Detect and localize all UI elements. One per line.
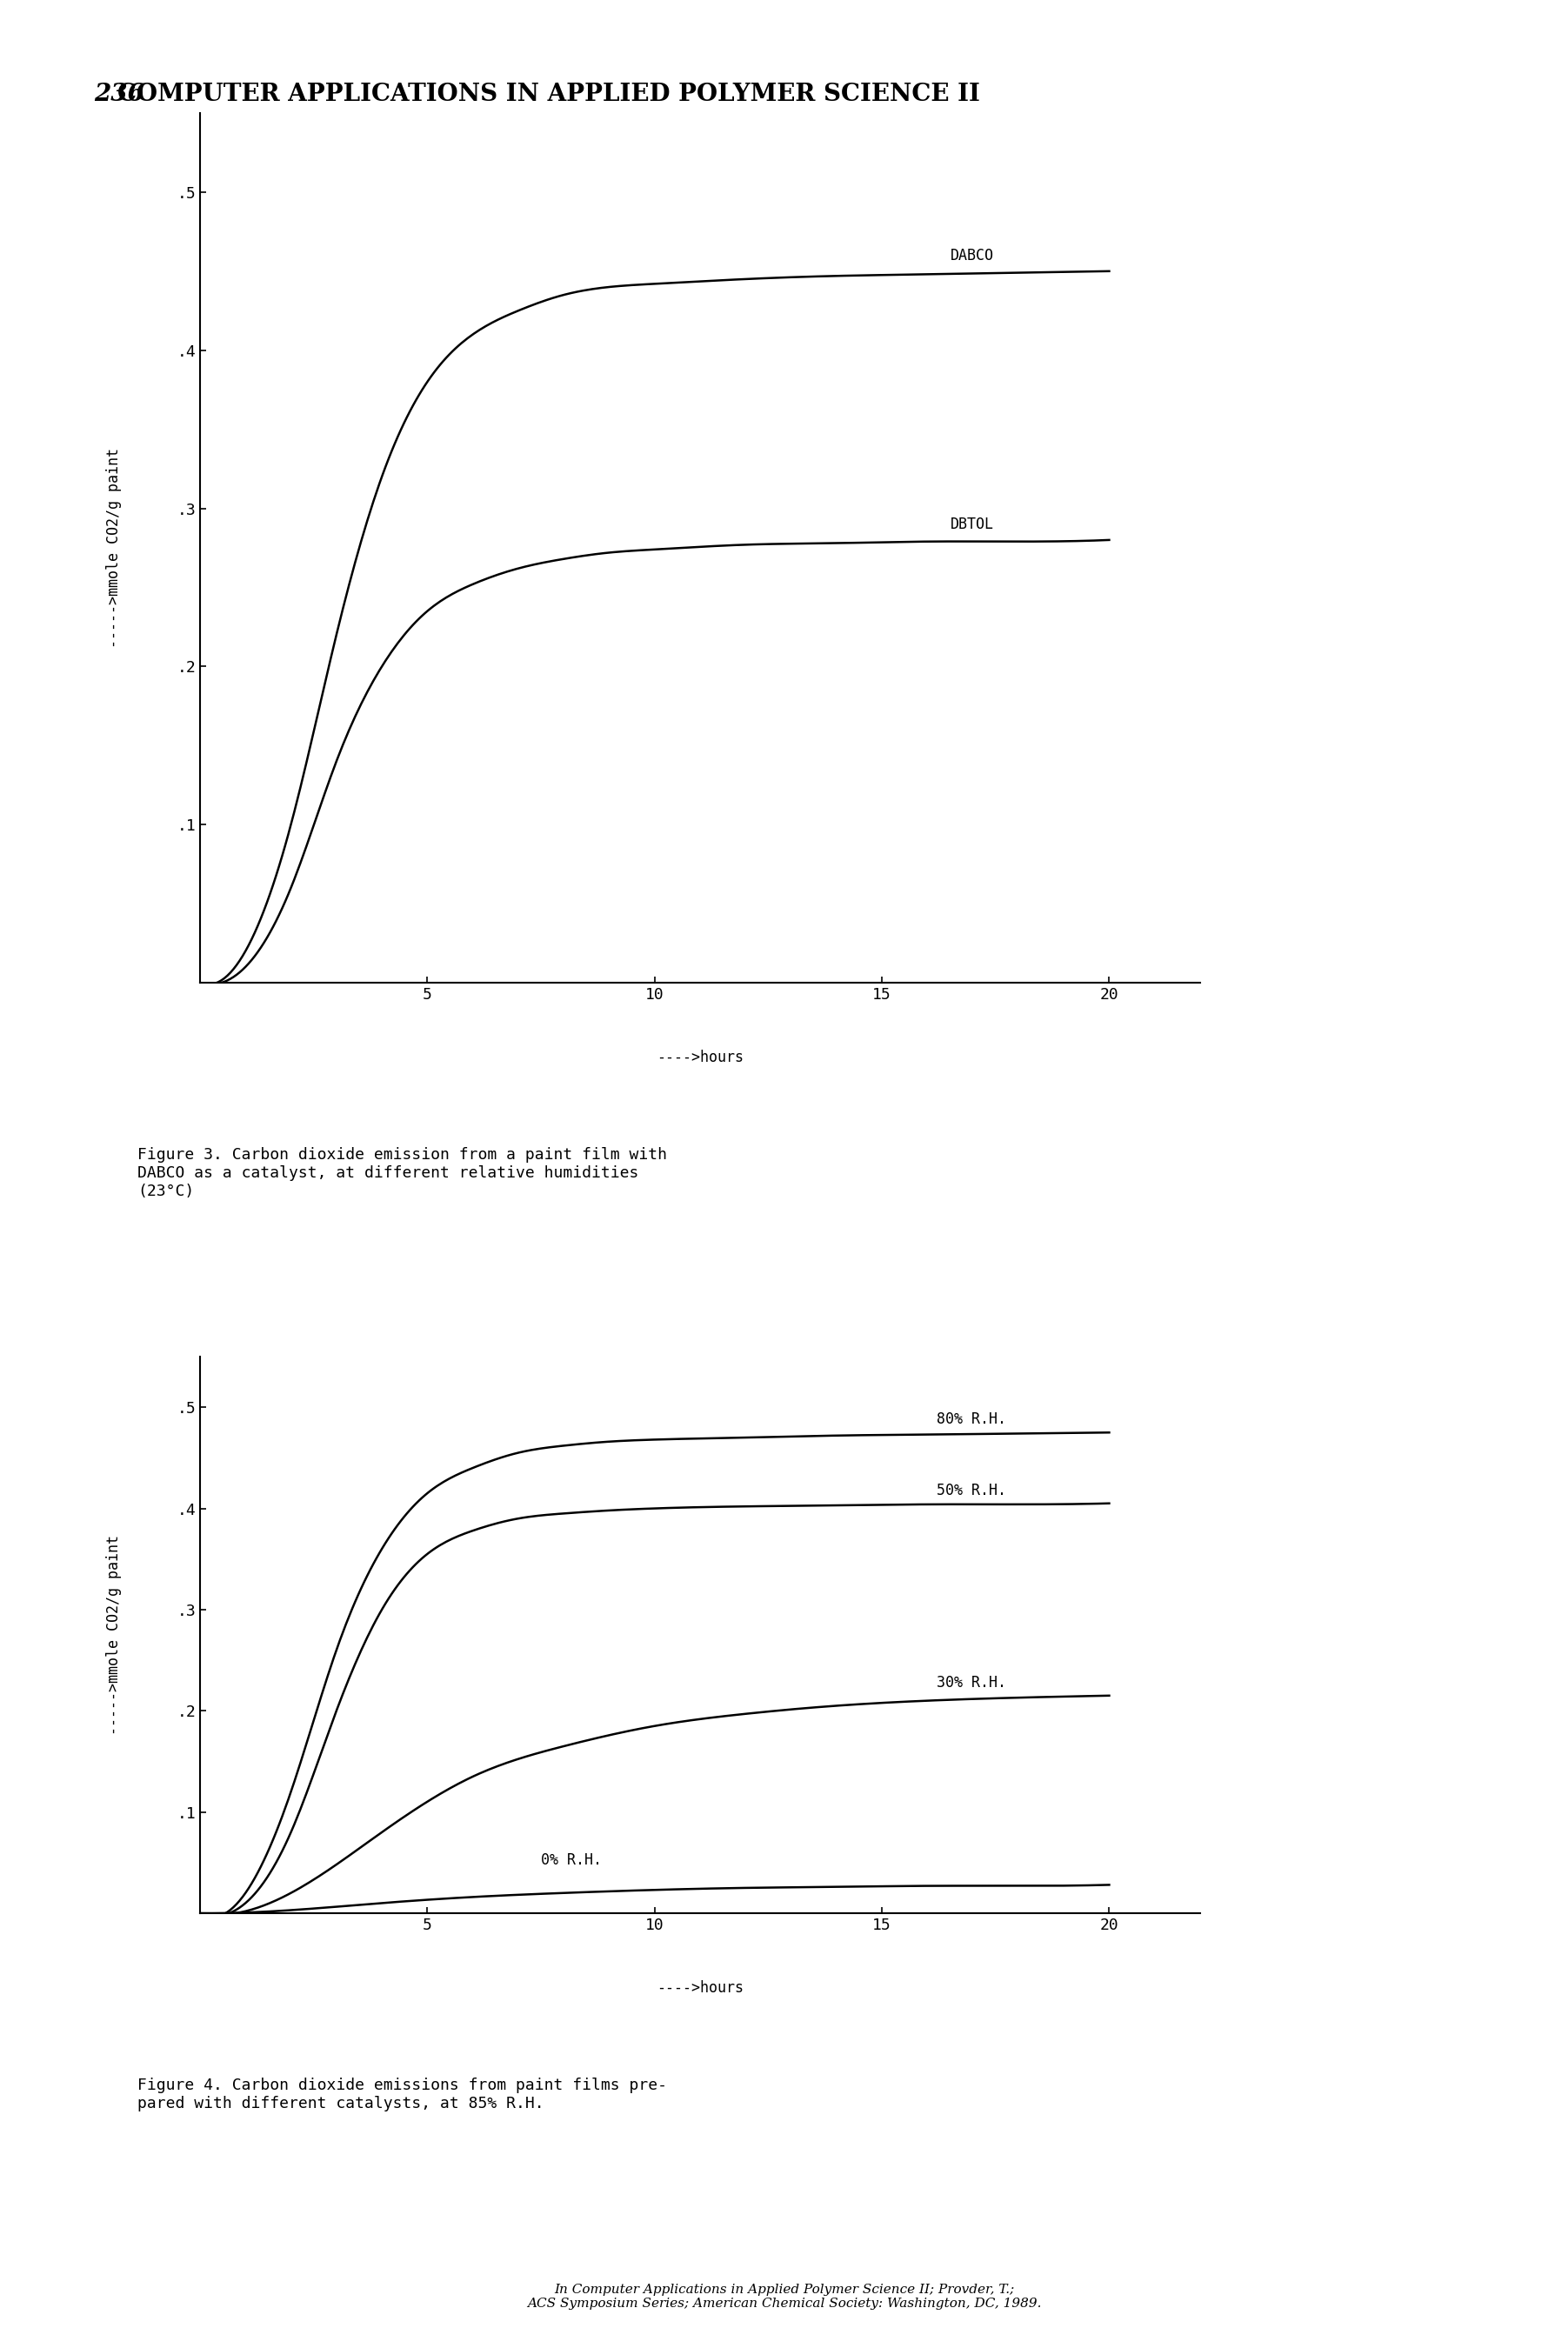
Text: ---->hours: ---->hours [657, 1050, 743, 1066]
Text: DBTOL: DBTOL [950, 517, 994, 533]
Text: Figure 4. Carbon dioxide emissions from paint films pre-
pared with different ca: Figure 4. Carbon dioxide emissions from … [138, 2078, 666, 2111]
Text: ---->hours: ---->hours [657, 1979, 743, 1996]
Text: DABCO: DABCO [950, 247, 994, 263]
Text: ----->mmole CO2/g paint: ----->mmole CO2/g paint [107, 448, 122, 648]
Text: 30% R.H.: 30% R.H. [936, 1674, 1007, 1691]
Text: 236: 236 [94, 82, 144, 106]
Text: 50% R.H.: 50% R.H. [936, 1482, 1007, 1498]
Text: 80% R.H.: 80% R.H. [936, 1411, 1007, 1428]
Text: COMPUTER APPLICATIONS IN APPLIED POLYMER SCIENCE II: COMPUTER APPLICATIONS IN APPLIED POLYMER… [118, 82, 980, 106]
Text: 0% R.H.: 0% R.H. [541, 1853, 602, 1867]
Text: Figure 3. Carbon dioxide emission from a paint film with
DABCO as a catalyst, at: Figure 3. Carbon dioxide emission from a… [138, 1148, 666, 1200]
Text: In Computer Applications in Applied Polymer Science II; Provder, T.;
ACS Symposi: In Computer Applications in Applied Poly… [527, 2282, 1041, 2310]
Text: ----->mmole CO2/g paint: ----->mmole CO2/g paint [107, 1536, 122, 1735]
